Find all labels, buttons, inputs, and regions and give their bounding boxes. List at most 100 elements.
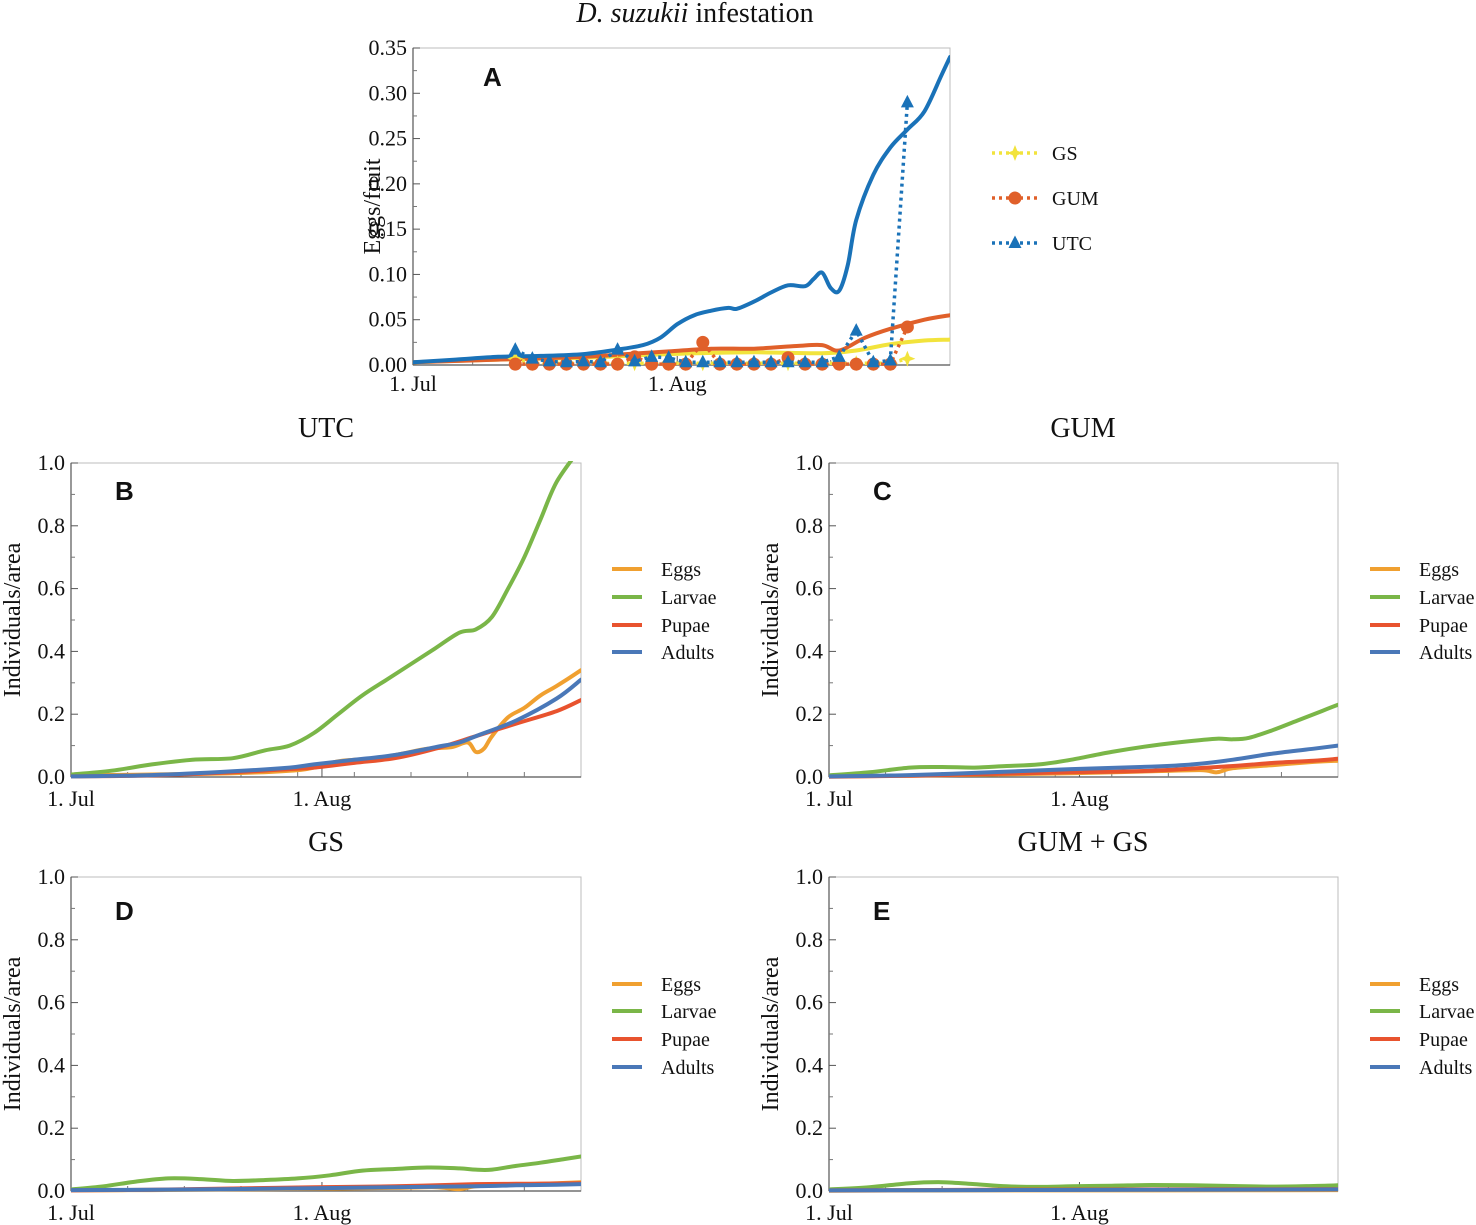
observed-point-gs (899, 350, 916, 367)
legend-label: Pupae (661, 1029, 710, 1051)
chart-title: GUM + GS (1018, 827, 1149, 858)
observed-point-utc (525, 351, 539, 364)
observed-point-gum (611, 357, 625, 371)
legend-label: GS (1052, 143, 1078, 165)
legend-label: Larvae (1419, 587, 1475, 609)
observed-point-utc (679, 354, 693, 368)
y-tick-label: 0.6 (38, 990, 66, 1015)
observed-point-utc (730, 354, 744, 368)
legend-label: Larvae (1419, 1001, 1475, 1023)
legend-label: Eggs (661, 559, 701, 581)
series-line-adults (71, 677, 581, 779)
observed-point-utc (508, 342, 522, 355)
observed-point-utc (594, 354, 608, 368)
observed-point-gum (508, 357, 522, 371)
y-tick-label: 0.8 (38, 513, 66, 538)
observed-point-utc (883, 352, 897, 366)
y-tick-label: 1.0 (38, 450, 66, 475)
panel-a: D. suzukii infestation 0.00 0.05 0.10 0.15 0.… (360, 0, 1099, 396)
legend: Eggs Larvae Pupae Adults (1370, 559, 1475, 664)
observed-point-utc (559, 354, 573, 368)
observed-point-utc (815, 354, 829, 368)
y-tick-label: 0.2 (796, 1115, 824, 1140)
y-tick-label: 0.4 (796, 638, 824, 663)
observed-point-utc (747, 354, 761, 368)
y-tick-label: 1.0 (796, 864, 824, 889)
y-axis-label: Individuals/area (0, 542, 26, 697)
y-tick-label: 0.35 (369, 35, 408, 60)
legend-label: Pupae (661, 615, 710, 637)
y-axis-label: Individuals/area (758, 542, 784, 697)
legend: Eggs Larvae Pupae Adults (612, 974, 717, 1079)
observed-point-utc (900, 94, 914, 108)
chart-title: GS (308, 827, 344, 858)
legend-label: Adults (1419, 642, 1473, 664)
y-axis-label: Eggs/fruit (360, 158, 386, 254)
series-group (413, 55, 950, 365)
panel-letter: D (115, 896, 134, 926)
y-tick-label: 0.6 (796, 990, 824, 1015)
series-group (829, 702, 1338, 779)
legend-label: GUM (1052, 188, 1099, 210)
observed-point-utc (645, 349, 659, 362)
y-tick-label: 0.2 (38, 1115, 66, 1140)
series-group (829, 1180, 1338, 1193)
chart-title-rest: infestation (688, 0, 813, 29)
legend: Eggs Larvae Pupae Adults (1370, 974, 1475, 1079)
y-tick-label: 0.8 (796, 927, 824, 952)
chart-title-species: D. suzukii (575, 0, 688, 29)
legend-label: Eggs (1419, 559, 1459, 581)
series-line-larvae (829, 702, 1338, 778)
x-tick-label: 1. Jul (389, 371, 437, 396)
y-tick-label: 0.0 (38, 764, 66, 789)
panel-letter: E (873, 896, 890, 926)
legend-label: Adults (1419, 1057, 1473, 1079)
legend-label: Adults (661, 642, 715, 664)
observed-point-utc (713, 354, 727, 368)
y-tick-label: 0.8 (796, 513, 824, 538)
y-tick-label: 0.00 (369, 352, 408, 377)
y-tick-label: 0.6 (38, 576, 66, 601)
y-tick-label: 1.0 (38, 864, 66, 889)
chart-title: UTC (298, 413, 354, 444)
y-tick-label: 0.4 (38, 1052, 66, 1077)
panel-letter: C (873, 476, 892, 506)
observed-point-utc (781, 354, 795, 368)
observed-point-utc (764, 354, 778, 368)
y-axis-label: Individuals/area (0, 956, 26, 1111)
series-line-larvae (829, 1180, 1338, 1192)
series-line-utc (413, 55, 950, 365)
series-line-larvae (71, 1154, 581, 1192)
panel-letter: B (115, 476, 134, 506)
observed-point-utc (542, 353, 556, 367)
observed-point-utc (696, 354, 710, 368)
y-tick-label: 1.0 (796, 450, 824, 475)
y-tick-label: 0.0 (796, 1178, 824, 1203)
series-line-gum (413, 313, 950, 365)
observed-point-utc (611, 342, 625, 355)
legend-label: Adults (661, 1057, 715, 1079)
legend: GS GUM UTC (992, 143, 1099, 255)
observed-group (507, 94, 916, 372)
y-axis-label: Individuals/area (758, 956, 784, 1111)
legend-label: UTC (1052, 233, 1092, 255)
observed-point-gum (849, 357, 863, 371)
y-tick-label: 0.25 (369, 126, 408, 151)
legend-label: Larvae (661, 587, 717, 609)
legend-marker (1008, 235, 1022, 248)
observed-point-utc (576, 353, 590, 367)
y-tick-label: 0.2 (38, 701, 66, 726)
observed-point-utc (832, 349, 846, 362)
legend: Eggs Larvae Pupae Adults (612, 559, 717, 664)
x-tick-label: 1. Aug (1050, 1200, 1109, 1225)
legend-label: Larvae (661, 1001, 717, 1023)
observed-point-gum (696, 335, 710, 349)
observed-point-utc (798, 354, 812, 368)
legend-marker (1008, 191, 1022, 205)
x-tick-label: 1. Jul (805, 1200, 853, 1225)
observed-point-gum (900, 320, 914, 334)
x-tick-label: 1. Aug (648, 371, 707, 396)
observed-point-utc (662, 350, 676, 363)
observed-point-utc (628, 353, 642, 367)
